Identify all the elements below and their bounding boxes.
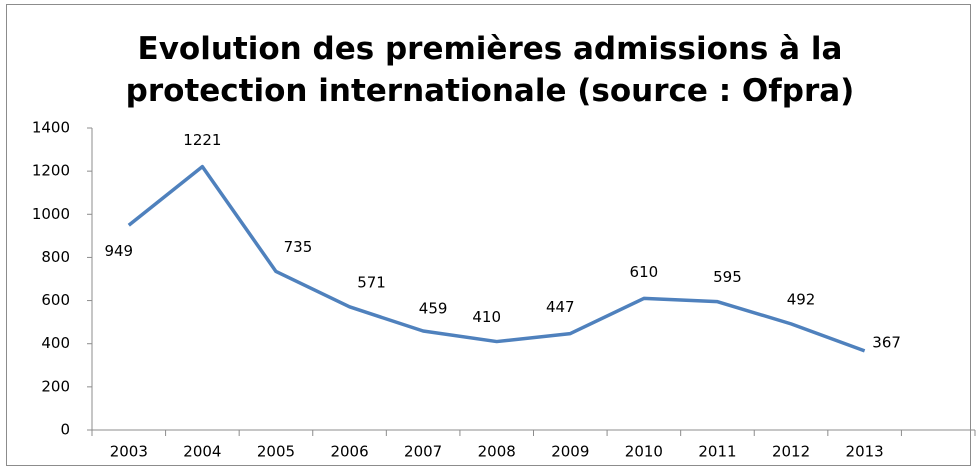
y-tick-label: 200: [41, 377, 70, 395]
x-tick-label: 2004: [183, 443, 221, 461]
data-label: 595: [713, 268, 742, 286]
x-tick-label: 2005: [257, 443, 295, 461]
data-label: 367: [872, 333, 901, 351]
x-tick-label: 2008: [478, 443, 516, 461]
y-tick-label: 400: [41, 334, 70, 352]
x-tick-label: 2003: [110, 443, 148, 461]
data-label: 459: [419, 299, 448, 317]
x-tick-label: 2013: [846, 443, 884, 461]
x-tick-label: 2011: [698, 443, 736, 461]
x-tick-label: 2007: [404, 443, 442, 461]
data-label: 492: [787, 290, 816, 308]
chart-frame: [6, 4, 971, 466]
x-tick-label: 2006: [330, 443, 368, 461]
data-label: 571: [357, 273, 386, 291]
y-tick-label: 600: [41, 291, 70, 309]
y-tick-label: 1400: [32, 119, 70, 137]
data-label: 1221: [183, 131, 221, 149]
data-label: 735: [284, 238, 313, 256]
y-tick-label: 800: [41, 248, 70, 266]
data-label: 410: [472, 308, 501, 326]
y-tick-label: 0: [60, 421, 70, 439]
data-label: 610: [630, 263, 659, 281]
chart-title: Evolution des premières admissions à la …: [125, 31, 855, 109]
y-tick-label: 1000: [32, 205, 70, 223]
x-tick-label: 2009: [551, 443, 589, 461]
data-line: [127, 164, 866, 353]
x-tick-label: 2010: [625, 443, 663, 461]
x-tick-label: 2012: [772, 443, 810, 461]
data-label: 949: [104, 242, 133, 260]
y-tick-label: 1200: [32, 162, 70, 180]
data-label: 447: [546, 298, 575, 316]
